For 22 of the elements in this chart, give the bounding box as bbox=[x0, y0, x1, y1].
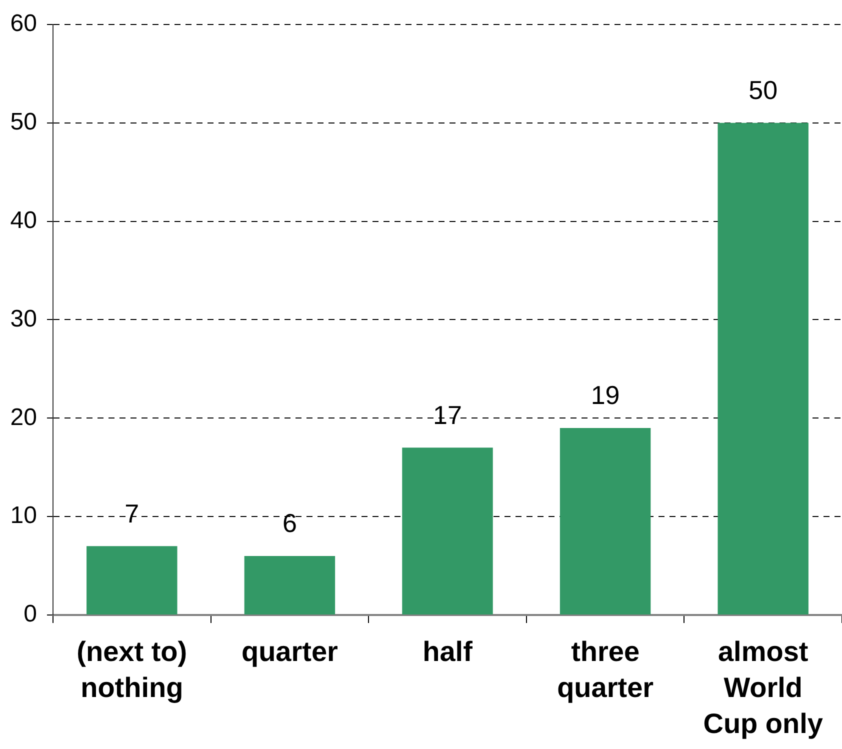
data-label: 6 bbox=[282, 508, 297, 538]
data-label: 50 bbox=[748, 75, 778, 106]
bar bbox=[402, 448, 493, 614]
y-tick-label: 40 bbox=[10, 206, 37, 234]
y-tick-label: 60 bbox=[10, 10, 37, 38]
y-tick-label: 10 bbox=[10, 502, 37, 530]
x-tick-label: three quarter bbox=[557, 636, 654, 703]
bar bbox=[86, 546, 178, 614]
bar bbox=[560, 428, 651, 614]
x-tick-label: half bbox=[422, 636, 474, 667]
bar bbox=[718, 122, 808, 614]
y-tick-label: 0 bbox=[24, 600, 37, 628]
x-tick-label: almost World Cup only bbox=[703, 636, 824, 740]
y-tick-label: 50 bbox=[10, 108, 37, 136]
bar bbox=[244, 556, 336, 614]
data-label: 7 bbox=[124, 498, 140, 528]
x-tick-label: quarter bbox=[241, 636, 338, 667]
data-label: 17 bbox=[433, 400, 462, 430]
data-label: 19 bbox=[590, 380, 620, 410]
y-tick-label: 30 bbox=[10, 305, 37, 332]
x-tick-label: (next to) nothing bbox=[76, 636, 188, 703]
y-tick-label: 20 bbox=[10, 404, 37, 431]
